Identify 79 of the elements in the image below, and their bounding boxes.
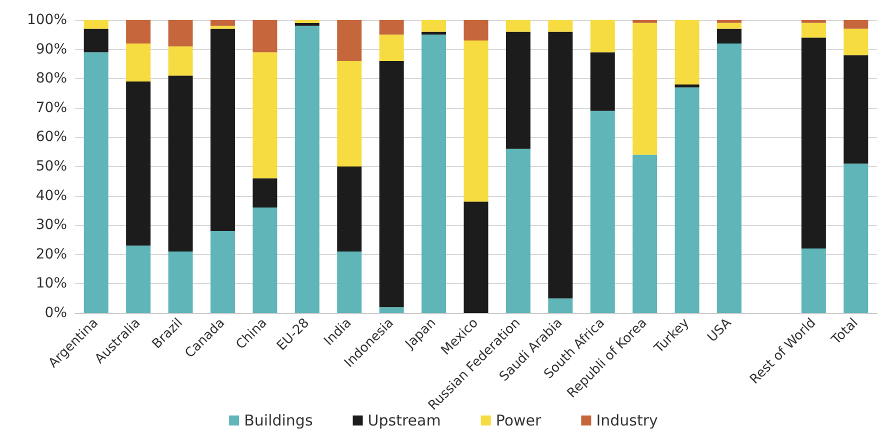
x-tick-label: USA [704,316,735,346]
bar [379,20,404,35]
bar [801,38,826,249]
bar [674,20,700,84]
bar [506,32,530,149]
bar [464,202,488,313]
y-tick-label: 80% [36,70,67,87]
bar [506,148,530,313]
bar [717,28,742,44]
bar [126,82,151,246]
bar [844,20,868,29]
bar [548,20,573,32]
y-tick-label: 70% [36,100,67,116]
legend-label: Upstream [368,412,441,430]
bar [379,307,404,313]
bar [294,22,320,26]
bar [337,251,362,313]
bar [337,61,362,166]
bar [252,20,278,52]
y-tick-label: 20% [36,246,67,262]
bar [590,52,615,111]
bar [84,28,108,52]
bar [84,20,108,29]
y-tick-label: 60% [36,129,67,146]
bar [548,298,573,313]
bar [674,84,700,88]
bar [294,26,320,313]
bar [422,32,446,35]
bar [337,20,362,62]
bar [632,22,658,155]
y-tick-label: 100% [26,12,67,28]
bar [168,76,193,252]
bar [548,32,573,298]
y-tick-label: 30% [36,217,67,234]
bar [168,46,193,76]
bar [717,43,742,313]
y-tick-label: 50% [36,158,67,174]
bar [844,164,868,313]
bar [168,20,193,46]
bar [422,20,446,32]
bar [379,34,404,62]
bar [126,20,151,44]
bar [506,20,530,32]
y-tick-label: 0% [44,305,67,321]
bar [590,20,615,52]
bar [464,40,488,202]
bar [337,166,362,252]
bar [252,52,278,178]
bar [210,26,235,29]
legend-label: Buildings [244,412,313,430]
bar [632,154,658,313]
bar [252,178,278,208]
bar [84,52,108,313]
bar [590,110,615,313]
bar [252,208,278,313]
bar [717,22,742,29]
bar [168,251,193,313]
bar [379,61,404,308]
bar [717,20,742,23]
bar [801,20,826,23]
bar [126,246,151,313]
bar [126,43,151,82]
y-tick-label: 90% [36,41,67,58]
bar [294,20,320,23]
legend-label: Industry [596,412,658,430]
y-tick-label: 10% [36,276,67,292]
bar [801,22,826,38]
bar [632,20,658,23]
bar [844,55,868,164]
y-tick-label: 40% [36,188,67,204]
bar [210,28,235,231]
bar [844,28,868,56]
bar [210,230,235,313]
legend-label: Power [496,412,542,430]
bar [801,248,826,313]
bar [674,87,700,313]
bar [464,20,488,41]
bar [210,20,235,26]
bar [422,34,446,313]
